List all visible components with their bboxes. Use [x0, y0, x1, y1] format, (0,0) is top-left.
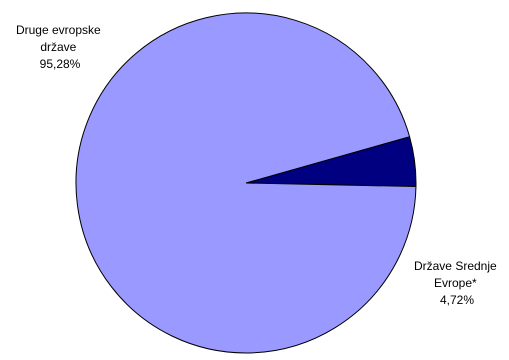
slice-label-central-europe-line-1: Države Srednje	[414, 259, 497, 273]
slice-label-central-europe: Države Srednje Evrope* 4,72%	[414, 259, 500, 307]
slice-value-other-europe: 95,28%	[40, 57, 81, 71]
slice-label-other-europe-line-2: države	[40, 40, 76, 54]
pie-slices	[75, 12, 417, 354]
slice-label-other-europe: Druge evropske države 95,28%	[16, 23, 104, 71]
slice-label-central-europe-line-2: Evrope*	[434, 276, 477, 290]
slice-label-other-europe-line-1: Druge evropske	[16, 23, 101, 37]
pie-labels: Države Srednje Evrope* 4,72% Druge evrop…	[16, 23, 500, 307]
pie-slice-other-europe	[75, 12, 417, 354]
slice-value-central-europe: 4,72%	[440, 293, 474, 307]
